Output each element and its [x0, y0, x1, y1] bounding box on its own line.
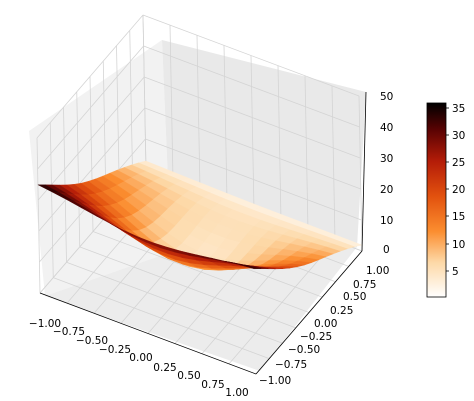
y-tick-label: 0.50: [343, 291, 366, 303]
surface-plot: [37, 160, 363, 271]
x-tick-label: 0.50: [177, 370, 200, 382]
colorbar-tick-label: 10: [452, 239, 465, 251]
grid-line: [358, 95, 363, 252]
x-tick-label: 0.25: [153, 362, 176, 374]
y-axis-line: [255, 250, 363, 375]
grid-line: [36, 137, 41, 294]
grid-line: [277, 65, 282, 221]
colorbar-tick-label: 15: [452, 211, 465, 223]
x-tick-label: 0.00: [129, 352, 152, 364]
z-tick-label: 20: [380, 184, 393, 196]
grid-line: [76, 91, 81, 247]
colorbar-tick-label: 25: [452, 157, 465, 169]
grid-line: [38, 107, 146, 232]
axes-pane-floor: [45, 247, 357, 371]
z-tick-label: 40: [380, 122, 393, 134]
z-tick-label: 10: [380, 215, 393, 227]
grid-line: [223, 45, 228, 201]
y-tick-label: 1.00: [366, 265, 389, 277]
colorbar-tick-label: 30: [452, 130, 465, 142]
y-tick-label: 0.25: [330, 305, 353, 317]
colorbar-tick-label: 35: [452, 103, 465, 115]
colorbar-ticks: [446, 107, 449, 272]
colorbar: [426, 102, 447, 298]
x-axis-line: [39, 292, 257, 375]
y-tick-label: 0.75: [353, 279, 376, 291]
grid-line: [143, 45, 360, 128]
z-tick-label: 0: [383, 244, 390, 256]
x-tick-labels: −1.00 −0.75 −0.50 −0.25 0.00 0.25 0.50 0…: [29, 318, 249, 399]
grid-line: [228, 240, 336, 365]
grid-line: [144, 107, 361, 190]
x-tick-label: −0.25: [99, 344, 131, 356]
grid-line: [36, 14, 144, 139]
grid-line: [92, 231, 310, 313]
z-tick-label: 50: [380, 91, 393, 103]
x-tick-label: −0.75: [53, 326, 85, 338]
grid-line: [142, 14, 360, 97]
y-tick-labels: −1.00 −0.75 −0.50 −0.25 0.00 0.25 0.50 0…: [259, 265, 389, 387]
x-tick-label: −1.00: [29, 318, 61, 330]
z-tick-label: 30: [380, 153, 393, 165]
x-tick-label: 1.00: [225, 387, 248, 399]
colorbar-tick-label: 20: [452, 184, 465, 196]
surface-facet: [239, 264, 262, 270]
axis-lines: [39, 91, 367, 375]
y-tick-label: −0.25: [300, 331, 332, 343]
y-tick-label: 0.00: [314, 318, 337, 330]
grid-line: [169, 25, 174, 181]
y-tick-label: −1.00: [259, 375, 291, 387]
x-tick-label: 0.75: [201, 379, 224, 391]
y-tick-label: −0.50: [288, 344, 320, 356]
grid-line: [250, 55, 255, 211]
colorbar-tick-label: 5: [452, 266, 459, 278]
grid-line: [37, 45, 144, 170]
z-tick-labels: 0 10 20 30 40 50: [380, 91, 393, 256]
grid-line: [304, 75, 309, 231]
grid-line: [196, 35, 201, 191]
colorbar-tick-labels: 5 10 15 20 25 30 35: [452, 103, 465, 278]
y-tick-label: −0.75: [275, 359, 307, 371]
grid-line: [129, 30, 134, 186]
x-tick-label: −0.50: [76, 335, 108, 347]
grid-line: [142, 14, 147, 171]
grid-line: [37, 76, 145, 201]
grid-line: [331, 85, 336, 241]
grid-line: [49, 122, 54, 278]
grid-line: [145, 138, 362, 221]
z-axis-line: [361, 91, 367, 252]
grid-line: [144, 76, 361, 159]
